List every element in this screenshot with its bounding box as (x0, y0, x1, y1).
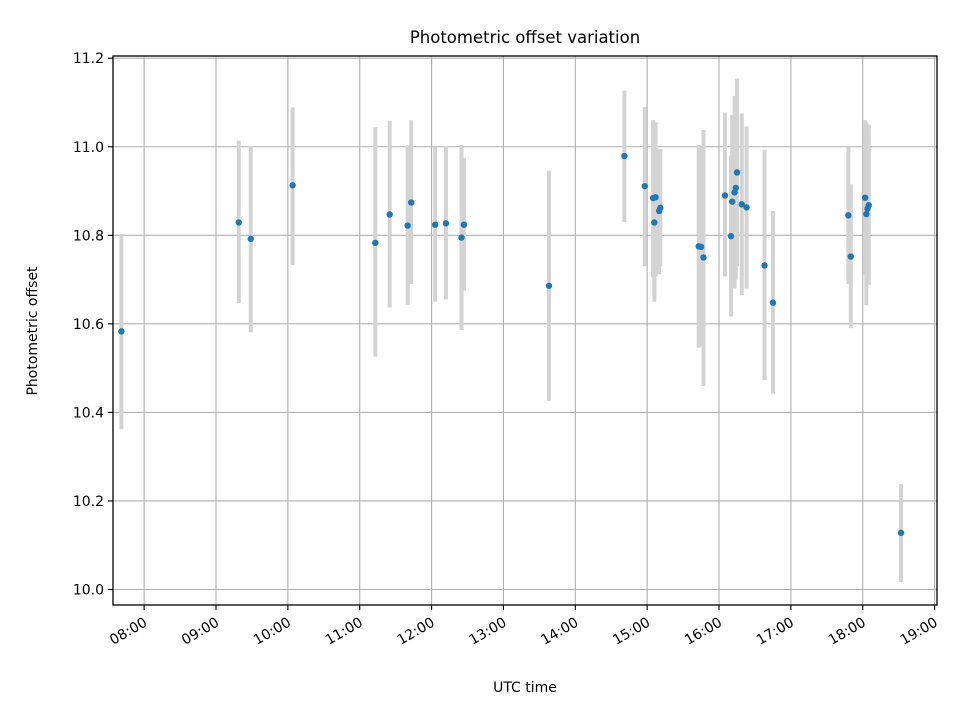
data-point (861, 194, 869, 201)
y-tick-label: 11.2 (73, 51, 104, 67)
data-point (460, 221, 468, 228)
data-point (652, 194, 659, 201)
data-point (733, 169, 741, 176)
data-point (458, 234, 465, 241)
data-point (545, 282, 553, 289)
y-tick-label: 10.6 (73, 317, 104, 333)
data-point (847, 253, 854, 260)
data-point (657, 204, 664, 212)
axes-frame (112, 55, 938, 606)
data-point (641, 182, 648, 190)
data-point (700, 254, 707, 261)
data-point (621, 152, 628, 160)
y-tick-label: 10.2 (73, 494, 104, 510)
y-tick-label: 10.4 (73, 405, 104, 421)
data-point (728, 198, 736, 205)
y-tick-label: 10.8 (73, 228, 104, 244)
data-point (738, 201, 745, 208)
y-tick-label: 10.0 (73, 583, 104, 599)
data-point (431, 221, 439, 228)
data-point (235, 219, 242, 226)
y-axis-label: Photometric offset (25, 266, 41, 396)
plot-area (113, 56, 937, 605)
data-point (732, 184, 739, 192)
y-tick-label: 11.0 (73, 140, 104, 156)
data-point (372, 239, 379, 247)
data-point (408, 199, 415, 206)
data-point (247, 235, 254, 243)
data-point (845, 212, 852, 219)
data-point (743, 204, 750, 211)
point-layer (118, 152, 905, 537)
grid-layer (113, 56, 937, 605)
data-point (865, 202, 872, 209)
data-point (863, 210, 870, 218)
data-point (289, 182, 296, 189)
data-point (721, 192, 729, 199)
data-point (761, 262, 768, 269)
chart-title: Photometric offset variation (410, 28, 640, 47)
data-point (404, 222, 411, 229)
data-point (442, 220, 450, 227)
data-point (386, 211, 393, 218)
data-point (651, 219, 658, 226)
x-axis-label: UTC time (493, 680, 557, 696)
data-point (897, 529, 905, 537)
data-point (697, 243, 705, 251)
data-point (769, 299, 777, 306)
data-point (727, 232, 735, 240)
data-point (118, 328, 125, 335)
